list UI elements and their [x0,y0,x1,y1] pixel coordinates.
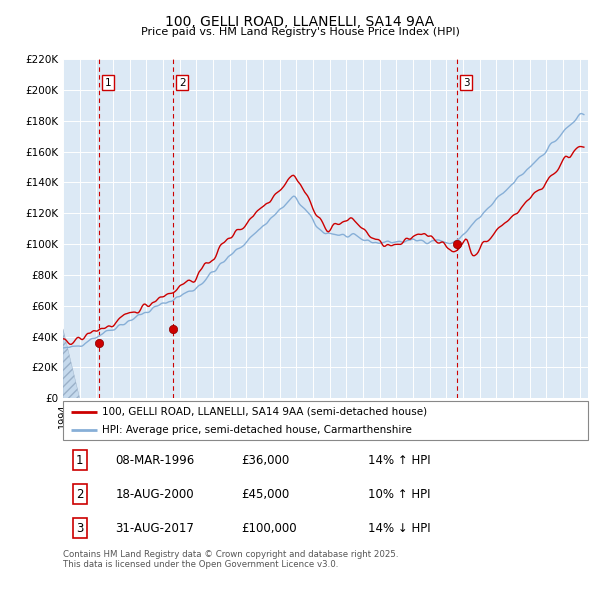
Text: 3: 3 [76,522,83,535]
Text: 3: 3 [463,77,470,87]
Text: 08-MAR-1996: 08-MAR-1996 [115,454,195,467]
Text: 2: 2 [179,77,185,87]
Text: HPI: Average price, semi-detached house, Carmarthenshire: HPI: Average price, semi-detached house,… [103,425,412,435]
Text: £36,000: £36,000 [241,454,290,467]
Text: 14% ↓ HPI: 14% ↓ HPI [367,522,430,535]
Text: 1: 1 [76,454,83,467]
Text: 14% ↑ HPI: 14% ↑ HPI [367,454,430,467]
Text: 100, GELLI ROAD, LLANELLI, SA14 9AA (semi-detached house): 100, GELLI ROAD, LLANELLI, SA14 9AA (sem… [103,407,427,417]
Text: £100,000: £100,000 [241,522,297,535]
Text: £45,000: £45,000 [241,487,290,501]
Text: Price paid vs. HM Land Registry's House Price Index (HPI): Price paid vs. HM Land Registry's House … [140,27,460,37]
Text: Contains HM Land Registry data © Crown copyright and database right 2025.
This d: Contains HM Land Registry data © Crown c… [63,550,398,569]
FancyBboxPatch shape [63,401,588,440]
Text: 31-AUG-2017: 31-AUG-2017 [115,522,194,535]
Text: 100, GELLI ROAD, LLANELLI, SA14 9AA: 100, GELLI ROAD, LLANELLI, SA14 9AA [166,15,434,29]
Text: 2: 2 [76,487,83,501]
Polygon shape [63,329,80,398]
Text: 10% ↑ HPI: 10% ↑ HPI [367,487,430,501]
Text: 1: 1 [105,77,112,87]
Text: 18-AUG-2000: 18-AUG-2000 [115,487,194,501]
